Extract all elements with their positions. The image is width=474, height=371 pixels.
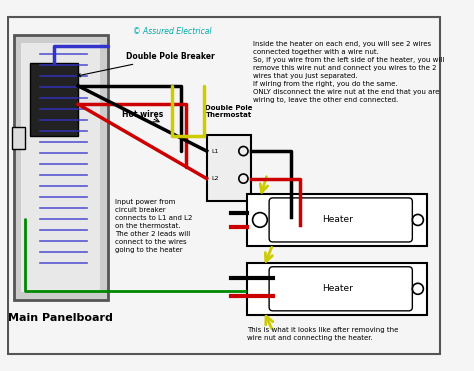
- Text: L2: L2: [211, 176, 219, 181]
- Text: L1: L1: [211, 148, 219, 154]
- Text: This is what it looks like after removing the
wire nut and connecting the heater: This is what it looks like after removin…: [247, 327, 399, 341]
- FancyBboxPatch shape: [247, 263, 427, 315]
- Text: Inside the heater on each end, you will see 2 wires
connected together with a wi: Inside the heater on each end, you will …: [253, 41, 444, 103]
- FancyBboxPatch shape: [14, 35, 108, 300]
- FancyBboxPatch shape: [269, 267, 412, 311]
- Text: Hot wires: Hot wires: [122, 110, 163, 119]
- FancyBboxPatch shape: [30, 63, 78, 137]
- FancyBboxPatch shape: [21, 43, 100, 292]
- Text: Input power from
circuit breaker
connects to L1 and L2
on the thermostat.
The ot: Input power from circuit breaker connect…: [115, 199, 192, 253]
- Text: Double Pole
Thermostat: Double Pole Thermostat: [205, 105, 253, 118]
- Text: Heater: Heater: [322, 284, 353, 293]
- FancyBboxPatch shape: [12, 127, 25, 149]
- Text: Main Panelboard: Main Panelboard: [8, 313, 113, 323]
- Text: © Assured Electrical: © Assured Electrical: [133, 27, 211, 36]
- FancyBboxPatch shape: [247, 194, 427, 246]
- Text: Heater: Heater: [322, 216, 353, 224]
- FancyBboxPatch shape: [207, 135, 251, 201]
- Text: Double Pole Breaker: Double Pole Breaker: [77, 52, 215, 77]
- FancyBboxPatch shape: [269, 198, 412, 242]
